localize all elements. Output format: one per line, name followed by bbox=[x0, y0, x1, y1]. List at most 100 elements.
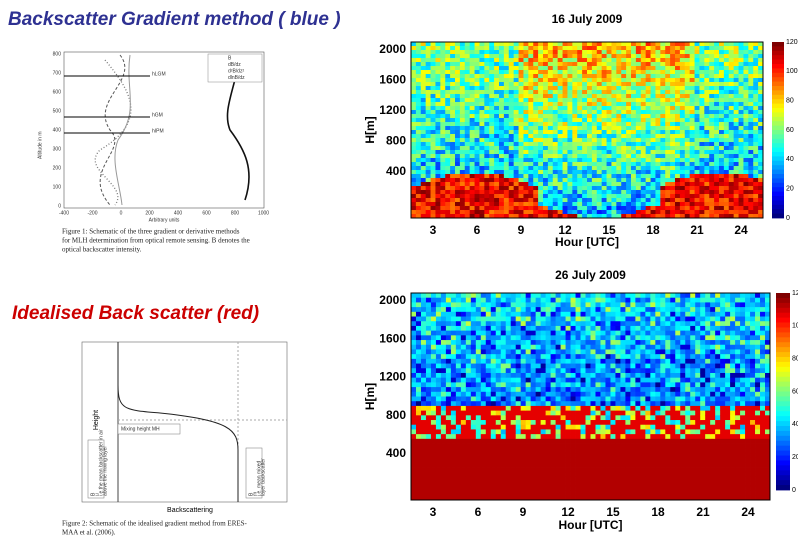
heatmap-cell bbox=[446, 293, 451, 298]
heatmap-cell bbox=[558, 94, 563, 98]
heatmap-cell bbox=[587, 98, 592, 102]
heatmap-cell bbox=[675, 122, 680, 126]
heatmap-cell bbox=[616, 174, 621, 178]
heatmap-cell bbox=[605, 307, 610, 312]
heatmap-cell bbox=[699, 46, 704, 50]
heatmap-cell bbox=[451, 312, 456, 317]
heatmap-cell bbox=[665, 154, 670, 158]
heatmap-cell bbox=[636, 134, 641, 138]
heatmap-cell bbox=[563, 118, 568, 122]
heatmap-cell bbox=[551, 312, 556, 317]
heatmap-cell bbox=[548, 46, 553, 50]
heatmap-cell bbox=[426, 321, 431, 326]
heatmap-cell bbox=[440, 62, 445, 66]
heatmap-cell bbox=[577, 86, 582, 90]
heatmap-cell bbox=[516, 331, 521, 336]
heatmap-cell bbox=[651, 94, 656, 98]
heatmap-cell bbox=[466, 491, 471, 496]
heatmap-cell bbox=[491, 359, 496, 364]
heatmap-cell bbox=[411, 481, 416, 486]
heatmap-cell bbox=[704, 94, 709, 98]
heatmap-cell bbox=[421, 312, 426, 317]
heatmap-cell bbox=[421, 62, 426, 66]
heatmap-cell bbox=[460, 190, 465, 194]
heatmap-cell bbox=[533, 126, 538, 130]
heatmap-cell bbox=[411, 397, 416, 402]
heatmap-cell bbox=[626, 62, 631, 66]
heatmap-cell bbox=[546, 312, 551, 317]
heatmap-cell bbox=[461, 429, 466, 434]
heatmap-cell bbox=[455, 50, 460, 54]
heatmap-cell bbox=[631, 46, 636, 50]
heatmap-cell bbox=[456, 368, 461, 373]
heatmap-cell bbox=[556, 387, 561, 392]
heatmap-cell bbox=[543, 178, 548, 182]
heatmap-cell bbox=[426, 150, 431, 154]
heatmap-cell bbox=[461, 420, 466, 425]
heatmap-cell bbox=[714, 122, 719, 126]
heatmap-cell bbox=[636, 102, 641, 106]
heatmap-cell bbox=[450, 58, 455, 62]
heatmap-cell bbox=[455, 186, 460, 190]
heatmap-cell bbox=[445, 182, 450, 186]
heatmap-cell bbox=[714, 110, 719, 114]
heatmap-cell bbox=[655, 118, 660, 122]
heatmap-cell bbox=[445, 190, 450, 194]
heatmap-cell bbox=[523, 202, 528, 206]
heatmap-cell bbox=[699, 190, 704, 194]
heatmap-cell bbox=[651, 106, 656, 110]
heatmap-cell bbox=[435, 154, 440, 158]
heatmap-cell bbox=[660, 94, 665, 98]
heatmap-cell bbox=[548, 70, 553, 74]
heatmap-cell bbox=[441, 326, 446, 331]
heatmap-cell bbox=[450, 202, 455, 206]
heatmap-cell bbox=[566, 397, 571, 402]
heatmap-cell bbox=[470, 138, 475, 142]
heatmap-cell bbox=[491, 476, 496, 481]
heatmap-cell bbox=[597, 90, 602, 94]
heatmap-cell bbox=[416, 429, 421, 434]
heatmap-cell bbox=[670, 162, 675, 166]
heatmap-cell bbox=[436, 425, 441, 430]
heatmap-cell bbox=[719, 102, 724, 106]
heatmap-cell bbox=[600, 368, 605, 373]
heatmap-cell bbox=[461, 476, 466, 481]
heatmap-cell bbox=[631, 210, 636, 214]
heatmap-cell bbox=[411, 62, 416, 66]
heatmap-cell bbox=[551, 331, 556, 336]
heatmap-cell bbox=[595, 340, 600, 345]
heatmap-cell bbox=[587, 154, 592, 158]
heatmap-cell bbox=[602, 106, 607, 110]
heatmap-cell bbox=[571, 382, 576, 387]
heatmap-cell bbox=[646, 158, 651, 162]
heatmap-cell bbox=[541, 364, 546, 369]
heatmap-cell bbox=[586, 448, 591, 453]
heatmap-cell bbox=[616, 50, 621, 54]
heatmap-cell bbox=[748, 166, 753, 170]
heatmap-cell bbox=[456, 411, 461, 416]
heatmap-cell bbox=[496, 293, 501, 298]
heatmap-cell bbox=[626, 114, 631, 118]
heatmap-cell bbox=[484, 54, 489, 58]
heatmap-cell bbox=[695, 46, 700, 50]
heatmap-cell bbox=[665, 50, 670, 54]
heatmap-cell bbox=[695, 94, 700, 98]
heatmap-cell bbox=[461, 467, 466, 472]
heatmap-cell bbox=[456, 382, 461, 387]
heatmap-cell bbox=[621, 158, 626, 162]
heatmap-cell bbox=[572, 146, 577, 150]
heatmap-cell bbox=[435, 106, 440, 110]
heatmap-cell bbox=[519, 158, 524, 162]
heatmap-cell bbox=[475, 126, 480, 130]
heatmap-cell bbox=[729, 122, 734, 126]
heatmap-cell bbox=[421, 397, 426, 402]
heatmap-cell bbox=[597, 130, 602, 134]
heatmap-cell bbox=[528, 190, 533, 194]
heatmap-cell bbox=[699, 42, 704, 46]
heatmap-cell bbox=[421, 182, 426, 186]
heatmap-cell bbox=[566, 298, 571, 303]
heatmap-cell bbox=[699, 54, 704, 58]
heatmap-cell bbox=[471, 411, 476, 416]
heatmap-cell bbox=[450, 82, 455, 86]
heatmap-cell bbox=[431, 472, 436, 477]
